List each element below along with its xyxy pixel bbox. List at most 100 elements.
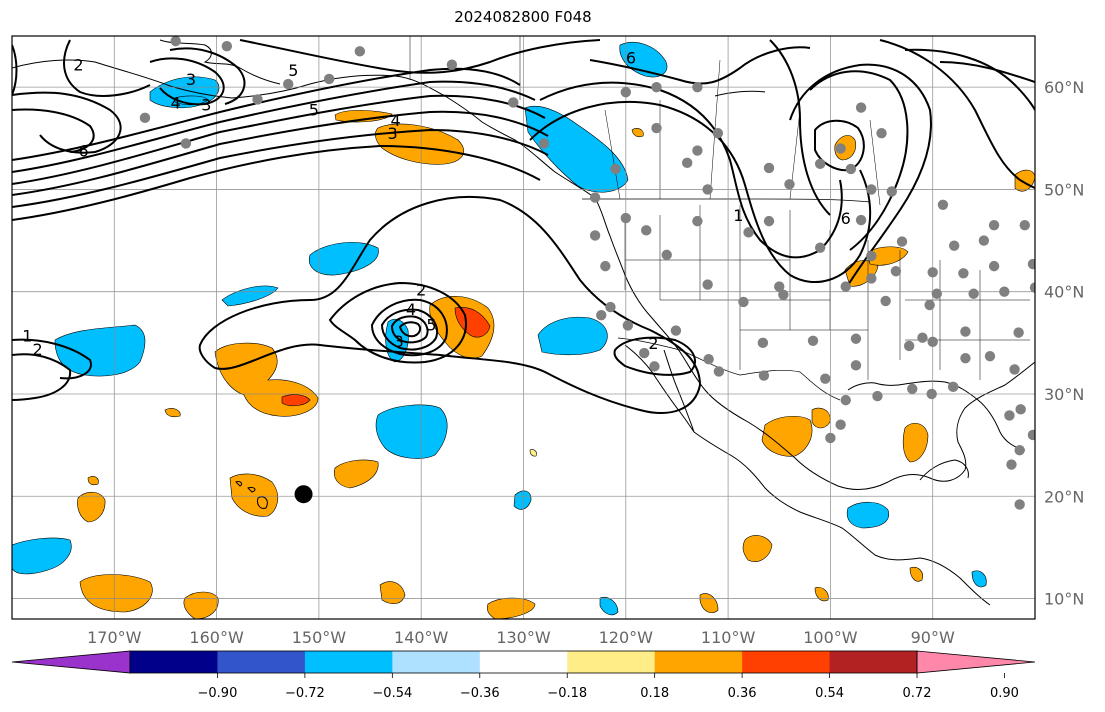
positive-anomaly-region (77, 491, 106, 523)
station-dot (1009, 364, 1020, 375)
colorbar-outline (129, 650, 918, 674)
contour-label: 6 (841, 209, 851, 228)
station-dot (931, 288, 942, 299)
station-dot (855, 102, 867, 113)
height-contours (12, 39, 1035, 414)
alaska-coastline (159, 39, 281, 85)
map-title: 2024082800 F048 (454, 8, 592, 26)
station-dot (1057, 307, 1067, 317)
colorbar-tick-labels: −0.90 −0.72 −0.54 −0.36 −0.18 0.18 0.36 0.54 0.7… (198, 673, 1019, 701)
gulf-coastline (847, 380, 1026, 451)
station-dot (713, 366, 725, 377)
positive-anomaly-region (761, 416, 813, 457)
positive-anomaly-region (811, 407, 831, 429)
contour-label: 4 (391, 111, 401, 130)
station-dot (999, 286, 1010, 297)
positive-anomaly-region (333, 459, 379, 489)
station-dot (1027, 429, 1035, 441)
lat-tick-label: 20°N (1044, 487, 1084, 506)
station-dot (446, 59, 458, 70)
positive-anomaly-region (529, 449, 537, 457)
station-dot (825, 432, 836, 444)
station-dot (850, 333, 862, 344)
lon-tick-label: 140°W (394, 628, 449, 647)
contour-line (529, 100, 872, 284)
contour-line (12, 128, 549, 208)
station-dot (807, 335, 819, 346)
station-dot (984, 350, 996, 362)
station-dot (1015, 404, 1026, 415)
station-dot (600, 260, 611, 272)
station-dot (1036, 249, 1046, 259)
station-dot (845, 163, 857, 175)
contour-label: 5 (288, 61, 298, 80)
contour-line (198, 196, 702, 414)
contour-line (12, 353, 72, 401)
contour-line (12, 338, 92, 380)
station-dot (814, 242, 826, 253)
contour-line (613, 336, 696, 376)
station-dot (1029, 282, 1035, 293)
contour-line (149, 57, 225, 106)
station-dot (702, 184, 713, 195)
contour-label: 3 (201, 96, 211, 115)
positive-anomaly-region (631, 128, 644, 138)
colorbar-swatch (829, 651, 918, 673)
contour-label: 1 (22, 327, 32, 346)
colorbar-swatch (654, 651, 743, 673)
station-dot (639, 347, 650, 359)
positive-anomaly-region (454, 307, 491, 338)
mexico-coastline (693, 431, 991, 606)
station-dot (221, 41, 233, 52)
station-dot (835, 143, 846, 154)
contour-line (380, 308, 438, 351)
negative-anomaly-region (524, 105, 629, 193)
station-dot (866, 184, 877, 195)
station-dot (1006, 459, 1017, 470)
station-dot (620, 87, 631, 98)
lon-tick-label: 160°W (189, 628, 244, 647)
station-dot (538, 138, 550, 149)
station-dot (872, 390, 883, 402)
contour-label: 4 (406, 300, 416, 319)
colorbar-extend-high (916, 650, 1036, 674)
negative-anomaly-region (846, 501, 890, 529)
contour-label: 2 (416, 281, 426, 300)
colorbar-tick-label: 0.36 (728, 686, 757, 701)
colorbar-swatch (217, 651, 306, 673)
station-dot (890, 266, 902, 277)
contour-line (589, 46, 811, 85)
contour-line (63, 39, 151, 97)
station-dot (139, 112, 151, 124)
station-dot (968, 288, 979, 299)
hawaii-islands (235, 481, 268, 509)
station-dot (855, 214, 867, 226)
negative-anomaly-region (12, 537, 72, 575)
colorbar-tick-label: 0.72 (903, 686, 932, 701)
yucatan-coastline (919, 459, 969, 481)
contour-line (12, 110, 549, 196)
contour-label: 3 (186, 70, 196, 89)
station-dot (978, 235, 990, 246)
positive-anomaly-region (375, 123, 464, 165)
contour-line (328, 281, 467, 364)
station-dot (917, 332, 928, 343)
lat-tick-label: 40°N (1044, 283, 1084, 302)
station-dot (620, 212, 631, 224)
station-dot (880, 295, 891, 307)
map-frame (11, 35, 1036, 620)
lat-tick-label: 30°N (1044, 385, 1084, 404)
colorbar-tick-label: 0.90 (990, 686, 1019, 701)
contour-line (769, 39, 831, 216)
negative-anomaly-region (599, 597, 619, 616)
negative-anomaly-region (513, 490, 532, 510)
station-dot (180, 138, 192, 149)
colorbar-swatch (742, 651, 831, 673)
station-dot (960, 352, 971, 364)
lat-tick-label: 60°N (1044, 78, 1084, 97)
hawaii-point-marker (294, 485, 313, 504)
latitude-tick-labels: 60°N 50°N 40°N 30°N 20°N 10°N (1044, 78, 1084, 608)
contour-label: 2 (648, 334, 658, 353)
station-dot (927, 267, 938, 278)
